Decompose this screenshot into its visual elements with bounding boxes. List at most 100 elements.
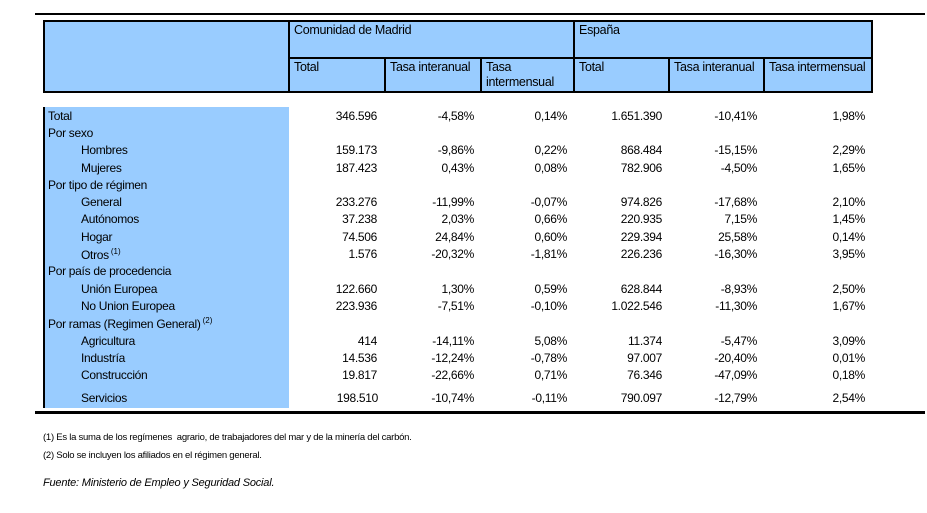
cell-madrid-total: 122.660 bbox=[289, 279, 385, 298]
table-row: Por ramas (Regimen General) (2) bbox=[43, 314, 872, 332]
cell-espana-intermensual: 0,14% bbox=[764, 228, 872, 246]
cell-madrid-interanual: -22,66% bbox=[385, 366, 481, 384]
table-row: No Union Europea 223.936 -7,51% -0,10% 1… bbox=[43, 297, 872, 315]
table-row: General 233.276 -11,99% -0,07% 974.826 -… bbox=[43, 193, 872, 211]
cell-espana-interanual: -5,47% bbox=[669, 331, 764, 350]
cell-madrid-interanual: -20,32% bbox=[385, 245, 481, 263]
cell-espana-total: 974.826 bbox=[574, 193, 669, 211]
table-row: Otros (1) 1.576 -20,32% -1,81% 226.236 -1… bbox=[43, 245, 872, 263]
cell-espana-total: 220.935 bbox=[574, 210, 669, 229]
cell-madrid-total: 233.276 bbox=[289, 193, 385, 211]
row-label-text: Por tipo de régimen bbox=[48, 177, 148, 192]
col-header-espana-total: Total bbox=[573, 57, 671, 93]
cell-espana-intermensual: 0,18% bbox=[764, 366, 872, 384]
table-row: Total 346.596 -4,58% 0,14% 1.651.390 -10… bbox=[43, 107, 872, 125]
cell-madrid-interanual: -11,99% bbox=[385, 193, 481, 211]
footnote-1: (1) Es la suma de los regímenes agrario,… bbox=[43, 432, 412, 443]
cell-madrid-total: 198.510 bbox=[289, 383, 385, 408]
cell-madrid-total: 37.238 bbox=[289, 210, 385, 229]
row-label: Por ramas (Regimen General) (2) bbox=[43, 314, 289, 332]
group-header-madrid: Comunidad de Madrid bbox=[287, 20, 576, 59]
cell-madrid-total bbox=[289, 314, 385, 332]
cell-espana-intermensual: 2,29% bbox=[764, 141, 872, 159]
cell-espana-total: 628.844 bbox=[574, 279, 669, 298]
cell-espana-total: 1.022.546 bbox=[574, 297, 669, 315]
cell-madrid-total bbox=[289, 176, 385, 194]
cell-espana-interanual: -15,15% bbox=[669, 141, 764, 159]
row-label: Por sexo bbox=[43, 124, 289, 142]
cell-madrid-interanual: -12,24% bbox=[385, 349, 481, 367]
cell-madrid-interanual: -7,51% bbox=[385, 297, 481, 315]
cell-madrid-total: 223.936 bbox=[289, 297, 385, 315]
cell-espana-interanual: -47,09% bbox=[669, 366, 764, 384]
row-label-text: Hogar bbox=[81, 229, 113, 244]
affiliates-table-body: Total 346.596 -4,58% 0,14% 1.651.390 -10… bbox=[43, 107, 872, 408]
cell-espana-intermensual bbox=[764, 314, 872, 332]
cell-espana-intermensual bbox=[764, 124, 872, 142]
cell-madrid-total: 19.817 bbox=[289, 366, 385, 384]
row-label-text: Unión Europea bbox=[81, 281, 158, 296]
cell-espana-interanual: -8,93% bbox=[669, 279, 764, 298]
cell-espana-intermensual: 1,45% bbox=[764, 210, 872, 229]
cell-espana-total bbox=[574, 314, 669, 332]
row-label: Por tipo de régimen bbox=[43, 176, 289, 194]
cell-espana-interanual bbox=[669, 124, 764, 142]
table-row: Hogar 74.506 24,84% 0,60% 229.394 25,58%… bbox=[43, 228, 872, 246]
row-label-text: General bbox=[81, 195, 122, 210]
col-header-espana-interanual: Tasa interanual bbox=[668, 57, 766, 93]
cell-espana-intermensual: 3,95% bbox=[764, 245, 872, 263]
cell-madrid-interanual bbox=[385, 262, 481, 280]
cell-espana-intermensual: 1,98% bbox=[764, 107, 872, 125]
table-row: Por sexo bbox=[43, 124, 872, 142]
group-header-row: Comunidad de Madrid España bbox=[43, 20, 874, 93]
row-label-text: Agricultura bbox=[81, 333, 136, 348]
cell-madrid-total bbox=[289, 262, 385, 280]
footnote-2: (2) Solo se incluyen los afiliados en el… bbox=[43, 450, 262, 461]
col-header-madrid-interanual: Tasa interanual bbox=[384, 57, 482, 93]
row-label: Servicios bbox=[43, 383, 289, 408]
table-row: Construcción 19.817 -22,66% 0,71% 76.346… bbox=[43, 366, 872, 384]
cell-madrid-intermensual: 0,71% bbox=[481, 366, 574, 384]
row-label: Hombres bbox=[43, 141, 289, 159]
cell-madrid-intermensual: -0,11% bbox=[481, 383, 574, 408]
row-label-text: Hombres bbox=[81, 143, 128, 158]
footnote-marker: (2) bbox=[202, 315, 213, 325]
cell-madrid-intermensual: 0,59% bbox=[481, 279, 574, 298]
row-label: Autónomos bbox=[43, 210, 289, 229]
cell-espana-total: 11.374 bbox=[574, 331, 669, 350]
cell-espana-total: 229.394 bbox=[574, 228, 669, 246]
row-label-text: Otros bbox=[81, 247, 109, 262]
cell-madrid-total: 74.506 bbox=[289, 228, 385, 246]
row-label: No Union Europea bbox=[43, 297, 289, 315]
cell-madrid-total: 346.596 bbox=[289, 107, 385, 125]
cell-espana-intermensual: 1,67% bbox=[764, 297, 872, 315]
row-label-text: No Union Europea bbox=[81, 298, 175, 313]
row-label: General bbox=[43, 193, 289, 211]
row-label: Por país de procedencia bbox=[43, 262, 289, 280]
row-label: Construcción bbox=[43, 366, 289, 384]
cell-madrid-intermensual bbox=[481, 262, 574, 280]
cell-madrid-interanual: 1,30% bbox=[385, 279, 481, 298]
cell-madrid-interanual: -14,11% bbox=[385, 331, 481, 350]
cell-espana-interanual bbox=[669, 262, 764, 280]
top-divider bbox=[35, 13, 925, 15]
cell-madrid-total bbox=[289, 124, 385, 142]
cell-espana-interanual: -12,79% bbox=[669, 383, 764, 408]
footnote-marker: (1) bbox=[110, 246, 121, 256]
row-label-text: Autónomos bbox=[81, 212, 140, 227]
table-row: Por país de procedencia bbox=[43, 262, 872, 280]
cell-madrid-interanual bbox=[385, 176, 481, 194]
cell-madrid-interanual bbox=[385, 314, 481, 332]
table-row: Autónomos 37.238 2,03% 0,66% 220.935 7,1… bbox=[43, 210, 872, 229]
cell-espana-total bbox=[574, 124, 669, 142]
cell-espana-interanual: -20,40% bbox=[669, 349, 764, 367]
cell-espana-intermensual: 1,65% bbox=[764, 158, 872, 177]
cell-madrid-total: 187.423 bbox=[289, 158, 385, 177]
cell-madrid-interanual bbox=[385, 124, 481, 142]
table-row: Servicios 198.510 -10,74% -0,11% 790.097… bbox=[43, 383, 872, 408]
source-note: Fuente: Ministerio de Empleo y Seguridad… bbox=[43, 477, 275, 489]
cell-madrid-intermensual: -0,10% bbox=[481, 297, 574, 315]
row-label-text: Mujeres bbox=[81, 160, 122, 175]
row-label-text: Industría bbox=[81, 350, 125, 365]
